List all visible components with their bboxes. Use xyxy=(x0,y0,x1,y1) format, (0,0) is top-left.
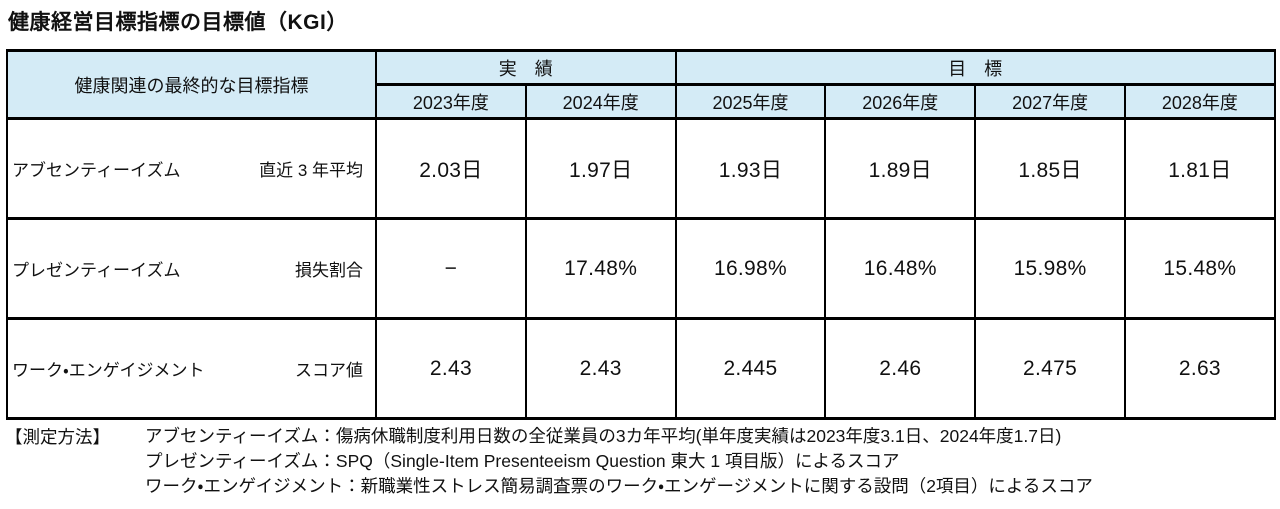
table-group-header-row: 健康関連の最終的な目標指標 実 績 目 標 xyxy=(6,49,1276,120)
year-header-2024: 2024年度 xyxy=(524,83,677,120)
value-cell: 1.93日 xyxy=(674,117,827,220)
value-cell: 2.03日 xyxy=(375,117,527,220)
measurement-method-notes: 【測定方法】 アブセンティーイズム：傷病休職制度利用日数の全従業員の3カ年平均(… xyxy=(5,424,1280,499)
value-cell: 1.89日 xyxy=(824,117,977,220)
year-header-2028: 2028年度 xyxy=(1123,83,1276,120)
footnote-presenteeism: プレゼンティーイズム：SPQ（Single-Item Presenteeism … xyxy=(145,451,900,471)
corner-header: 健康関連の最終的な目標指標 xyxy=(6,49,377,120)
year-header-2023: 2023年度 xyxy=(375,83,527,120)
value-cell: 16.98% xyxy=(674,217,827,320)
value-cell: − xyxy=(375,217,527,320)
indicator-name: ワーク・エンゲイジメント xyxy=(12,361,205,380)
value-cell: 2.43 xyxy=(375,317,527,420)
kgi-table: 健康関連の最終的な目標指標 実 績 目 標 2023年度 2024年度 2025… xyxy=(6,49,1276,420)
kgi-page: 健康経営目標指標の目標値（KGI） 健康関連の最終的な目標指標 実 績 目 標 … xyxy=(0,6,1280,509)
value-cell: 15.48% xyxy=(1123,217,1276,320)
indicator-measure: スコア値 xyxy=(295,361,363,380)
table-row-absenteeism: アブセンティーイズム 直近 3 年平均 2.03日 1.97日 1.93日 1.… xyxy=(6,117,1276,220)
indicator-measure: 直近 3 年平均 xyxy=(259,161,363,180)
indicator-cell: プレゼンティーイズム 損失割合 xyxy=(6,217,377,320)
footnote-work-engagement: ワーク・エンゲイジメント：新職業性ストレス簡易調査票のワーク・エンゲージメントに… xyxy=(145,476,1093,496)
indicator-measure: 損失割合 xyxy=(295,261,363,280)
indicator-name: アブセンティーイズム xyxy=(12,161,181,180)
footnote-label: 【測定方法】 xyxy=(5,427,110,447)
value-cell: 16.48% xyxy=(824,217,977,320)
table-year-header-row: 2023年度 2024年度 2025年度 2026年度 2027年度 2028年… xyxy=(7,83,1276,120)
value-cell: 17.48% xyxy=(524,217,677,320)
year-header-2025: 2025年度 xyxy=(674,83,827,120)
footnote-absenteeism: アブセンティーイズム：傷病休職制度利用日数の全従業員の3カ年平均(単年度実績は2… xyxy=(145,426,1062,446)
value-cell: 1.85日 xyxy=(974,117,1126,220)
value-cell: 1.81日 xyxy=(1123,117,1276,220)
value-cell: 2.475 xyxy=(974,317,1126,420)
year-header-2026: 2026年度 xyxy=(824,83,977,120)
table-row-work-engagement: ワーク・エンゲイジメント スコア値 2.43 2.43 2.445 2.46 2… xyxy=(6,317,1276,420)
year-header-2027: 2027年度 xyxy=(974,83,1126,120)
value-cell: 2.445 xyxy=(674,317,827,420)
value-cell: 15.98% xyxy=(974,217,1126,320)
group-header-target: 目 標 xyxy=(674,49,1276,86)
value-cell: 2.46 xyxy=(824,317,977,420)
value-cell: 2.63 xyxy=(1123,317,1276,420)
value-cell: 2.43 xyxy=(524,317,677,420)
group-header-actual: 実 績 xyxy=(375,49,677,86)
value-cell: 1.97日 xyxy=(524,117,677,220)
indicator-name: プレゼンティーイズム xyxy=(12,261,181,280)
page-title: 健康経営目標指標の目標値（KGI） xyxy=(8,11,348,34)
table-row-presenteeism: プレゼンティーイズム 損失割合 − 17.48% 16.98% 16.48% 1… xyxy=(6,217,1276,320)
indicator-cell: アブセンティーイズム 直近 3 年平均 xyxy=(6,117,377,220)
indicator-cell: ワーク・エンゲイジメント スコア値 xyxy=(6,317,377,420)
